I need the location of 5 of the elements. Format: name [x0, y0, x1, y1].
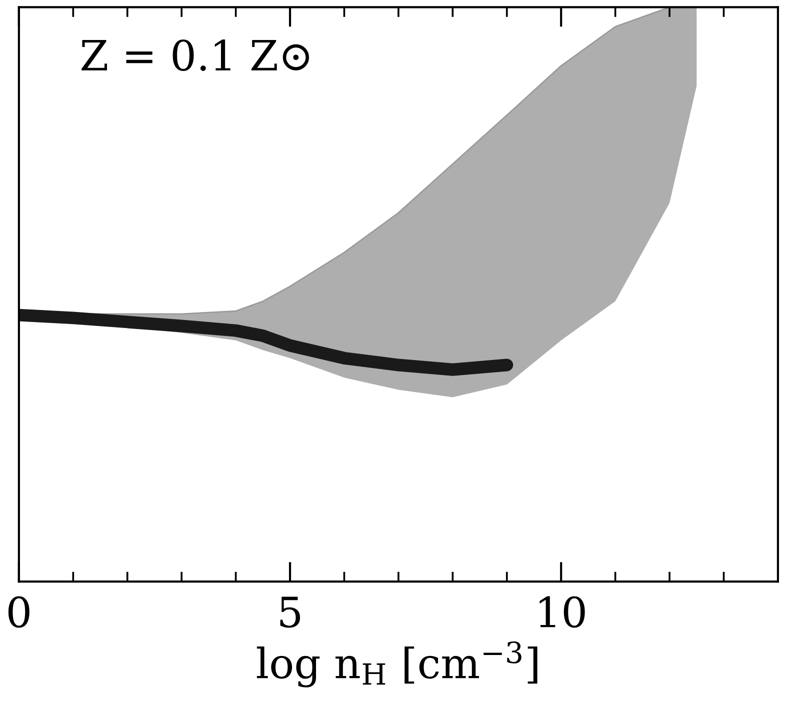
x-tick-label: 0 — [8, 596, 30, 628]
annotation: Z = 0.1 Z⊙ — [82, 39, 309, 71]
x-tick-label: 5 — [280, 596, 300, 628]
x-axis-title: log n$_{H}$ [cm$^{−3}$] — [256, 641, 538, 688]
x-tick-label: 10 — [540, 596, 585, 628]
